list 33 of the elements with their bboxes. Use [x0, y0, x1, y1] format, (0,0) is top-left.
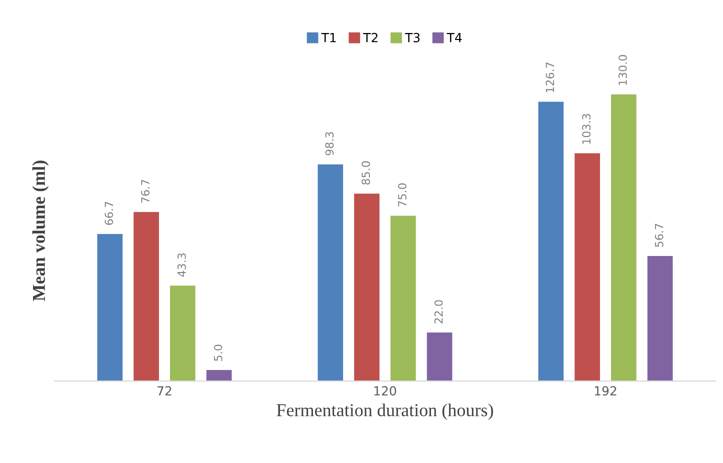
data-label: 43.3: [177, 253, 186, 277]
data-label: 126.7: [546, 62, 554, 92]
data-label: 22.0: [434, 300, 443, 324]
bar: [134, 212, 159, 382]
data-label: 76.7: [141, 180, 150, 203]
bar: [354, 194, 380, 382]
x-tick-label: 72: [158, 386, 172, 396]
data-label: 130.0: [618, 55, 627, 85]
bar: [647, 256, 673, 382]
legend-label: T1: [321, 33, 336, 42]
y-axis-title: Mean volume (ml): [32, 160, 49, 301]
x-tick-label: 192: [594, 386, 616, 396]
legend-label: T3: [404, 32, 420, 42]
bar: [538, 102, 564, 382]
bar: [318, 164, 344, 382]
data-label: 66.7: [104, 202, 114, 225]
data-label: 85.0: [362, 161, 370, 185]
data-label: 75.0: [398, 183, 406, 206]
bar: [206, 370, 232, 382]
bar: [426, 332, 452, 382]
bar: [97, 234, 123, 382]
x-axis-title: Fermentation duration (hours): [276, 404, 494, 420]
x-tick-label: 120: [374, 386, 396, 396]
data-label: 5.0: [214, 344, 222, 361]
data-label: 98.3: [325, 132, 334, 156]
legend-label: T4: [446, 33, 462, 42]
bar: [170, 286, 196, 382]
data-label: 103.3: [582, 114, 591, 144]
bar: [611, 94, 636, 382]
bar: [574, 153, 600, 382]
legend-label: T2: [363, 32, 378, 42]
data-label: 56.7: [654, 224, 664, 247]
bar: [390, 216, 416, 382]
